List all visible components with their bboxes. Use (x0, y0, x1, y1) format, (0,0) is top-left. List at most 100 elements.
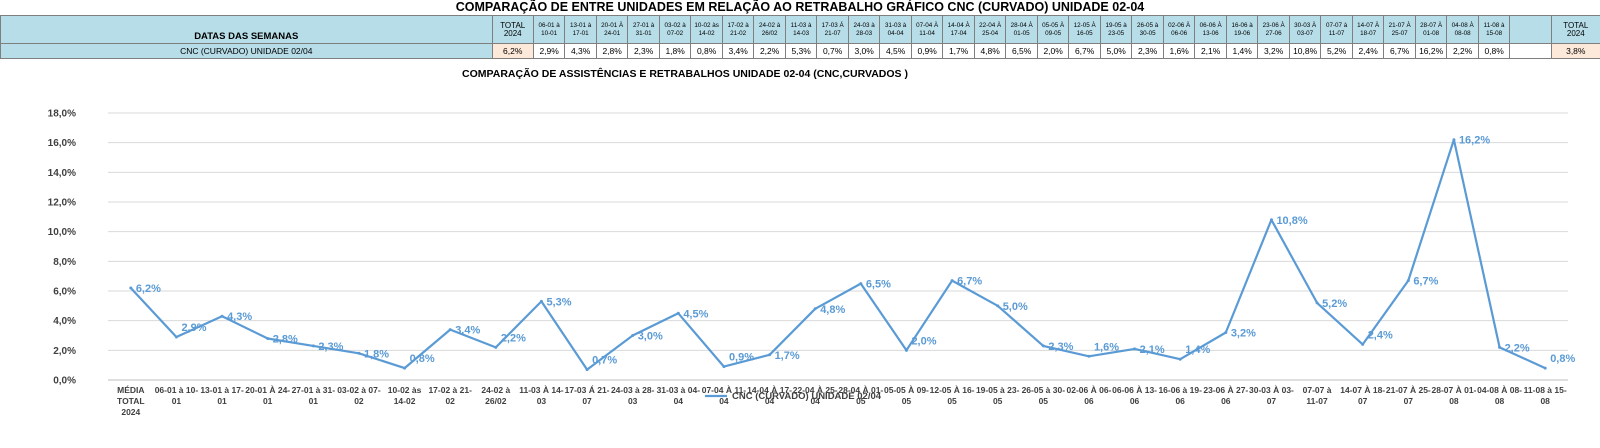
week-header-text: 21-07 À (1388, 21, 1411, 29)
week-header-text: 20-01 À (601, 21, 624, 29)
table-header-row: DATAS DAS SEMANAS TOTAL 2024 06-01 à 10-01 13… (0, 15, 1600, 44)
data-label: 1,4% (1185, 344, 1210, 356)
week-value-text: 2,2% (759, 46, 780, 56)
page-title: COMPARAÇÃO DE ENTRE UNIDADES EM RELAÇÃO … (455, 0, 1145, 14)
x-tick-label: 12-05 À 16-05 (930, 385, 975, 406)
data-point (1087, 354, 1091, 358)
x-tick-line: 06 (1221, 396, 1231, 406)
data-point (1224, 331, 1228, 335)
week-header-text: 01-08 (1423, 29, 1440, 37)
data-point (996, 304, 1000, 308)
week-header-text: 11-07 (1328, 29, 1345, 37)
week-header-text: 08-08 (1454, 29, 1471, 37)
data-label: 2,2% (501, 332, 526, 344)
data-point (1178, 357, 1182, 361)
week-header-text: 05-05 À (1042, 21, 1065, 29)
week-value-text: 3,2% (1263, 46, 1284, 56)
week-value-text: 2,2% (1452, 46, 1473, 56)
data-point (539, 299, 543, 303)
week-value-text: 1,8% (665, 46, 685, 56)
data-label: 3,4% (455, 325, 480, 337)
week-header-text: 28-04 À (1010, 21, 1033, 29)
week-value-text: 2,3% (1137, 46, 1158, 56)
data-point (1452, 138, 1456, 142)
total-last-value: 3,8% (1550, 43, 1600, 59)
week-header-text: 31-01 (635, 29, 652, 37)
week-header: 24-02 à 26/02 (753, 15, 786, 44)
week-value: 0,8% (690, 43, 723, 59)
week-header: 11-08 à 15-08 (1477, 15, 1511, 44)
week-header: 28-04 À 01-05 (1005, 15, 1038, 44)
week-header-text: 17-01 (572, 29, 589, 37)
table-label-header: DATAS DAS SEMANAS (0, 15, 493, 44)
x-tick-line: 01 (172, 396, 182, 406)
week-header: 24-03 à 28-03 (847, 15, 881, 44)
week-header-text: 14-07 À (1357, 21, 1380, 29)
x-tick-label: 31-03 à 04-04 (657, 385, 701, 406)
data-label: 2,3% (1048, 341, 1073, 353)
x-tick-label: 20-01 À 24-01 (245, 385, 290, 406)
week-header-text: 17-02 à (727, 21, 749, 29)
data-point (768, 353, 772, 357)
y-tick-label: 2,0% (53, 346, 76, 357)
week-header-text: 10-02 às (694, 21, 719, 29)
week-header-text: 15-08 (1486, 29, 1503, 37)
total-last-header: TOTAL 2024 (1550, 15, 1600, 44)
x-tick-label: 28-07 À 01-08 (1431, 385, 1476, 406)
x-tick-line: 02 (354, 396, 364, 406)
x-tick-line: 11-07 (1306, 396, 1328, 406)
data-label: 2,4% (1368, 329, 1393, 341)
table-value-row: CNC (CURVADO) UNIDADE 02/04 6,2% 2,9% 4,3% 2… (0, 43, 1600, 59)
x-tick-line: 05 (856, 396, 866, 406)
data-point (357, 351, 361, 355)
data-label: 2,1% (1140, 344, 1165, 356)
x-tick-label: 28-04 À 01-05 (838, 385, 883, 406)
x-tick-line: 14-07 À 18- (1340, 385, 1385, 395)
x-tick-line: 11-03 À 14- (519, 385, 564, 395)
week-header-text: 01-05 (1013, 29, 1030, 37)
week-header-text: 06-06 À (1199, 21, 1222, 29)
week-header: 10-02 às 14-02 (690, 15, 723, 44)
week-value-text: 4,3% (570, 46, 591, 56)
week-value-text: 6,7% (1389, 46, 1410, 56)
y-tick-label: 6,0% (53, 287, 76, 298)
week-header-text: 12-05 À (1073, 21, 1096, 29)
week-header-text: 03-07 (1297, 29, 1314, 37)
week-header-text: 07-07 à (1325, 21, 1348, 29)
week-value: 2,2% (1446, 43, 1479, 59)
y-tick-label: 16,0% (48, 138, 76, 149)
x-tick-line: 07-04 À 11- (702, 385, 747, 395)
week-header: 26-05 à 30-05 (1131, 15, 1164, 44)
data-label: 0,9% (729, 352, 754, 364)
x-tick-line: 17-02 à 21- (428, 385, 472, 395)
week-header-text: 13-01 à (569, 21, 592, 29)
x-tick-line: 24-02 à (481, 385, 510, 395)
week-header: 06-01 à 10-01 (532, 15, 566, 44)
week-value-text: 5,0% (1106, 46, 1126, 56)
y-tick-label: 10,0% (48, 227, 76, 238)
x-tick-line: MÉDIA (117, 385, 144, 395)
x-tick-label: 27-01 à 31-01 (292, 385, 336, 406)
x-tick-label: 14-04 À 17-04 (747, 385, 792, 406)
data-point (722, 365, 726, 369)
x-tick-label: 06-01 à 10-01 (155, 385, 199, 406)
x-tick-line: 26-05 à 30- (1022, 385, 1066, 395)
data-label: 3,0% (638, 331, 663, 343)
week-value-text: 1,4% (1232, 46, 1252, 56)
x-tick-line: 20-01 À 24- (245, 385, 290, 395)
x-tick-label: 07-04 À 11-04 (702, 385, 747, 406)
x-tick-label: 22-04 À 25-04 (793, 385, 838, 406)
data-label: 1,7% (775, 350, 800, 362)
x-tick-label: 02-06 À 06-06 (1066, 385, 1111, 406)
data-label: 0,8% (410, 353, 435, 365)
week-header-text: 04-04 (887, 29, 904, 37)
week-value-text: 0,7% (822, 46, 843, 56)
week-header: 06-06 À 13-06 (1194, 15, 1227, 44)
x-tick-label: 16-06 à 19-06 (1158, 385, 1202, 406)
data-point (1498, 345, 1502, 349)
data-label: 2,8% (273, 333, 298, 345)
data-point (1269, 218, 1273, 222)
data-point (631, 334, 635, 337)
y-tick-label: 0,0% (53, 376, 76, 387)
week-value-text: 3,0% (854, 46, 874, 56)
